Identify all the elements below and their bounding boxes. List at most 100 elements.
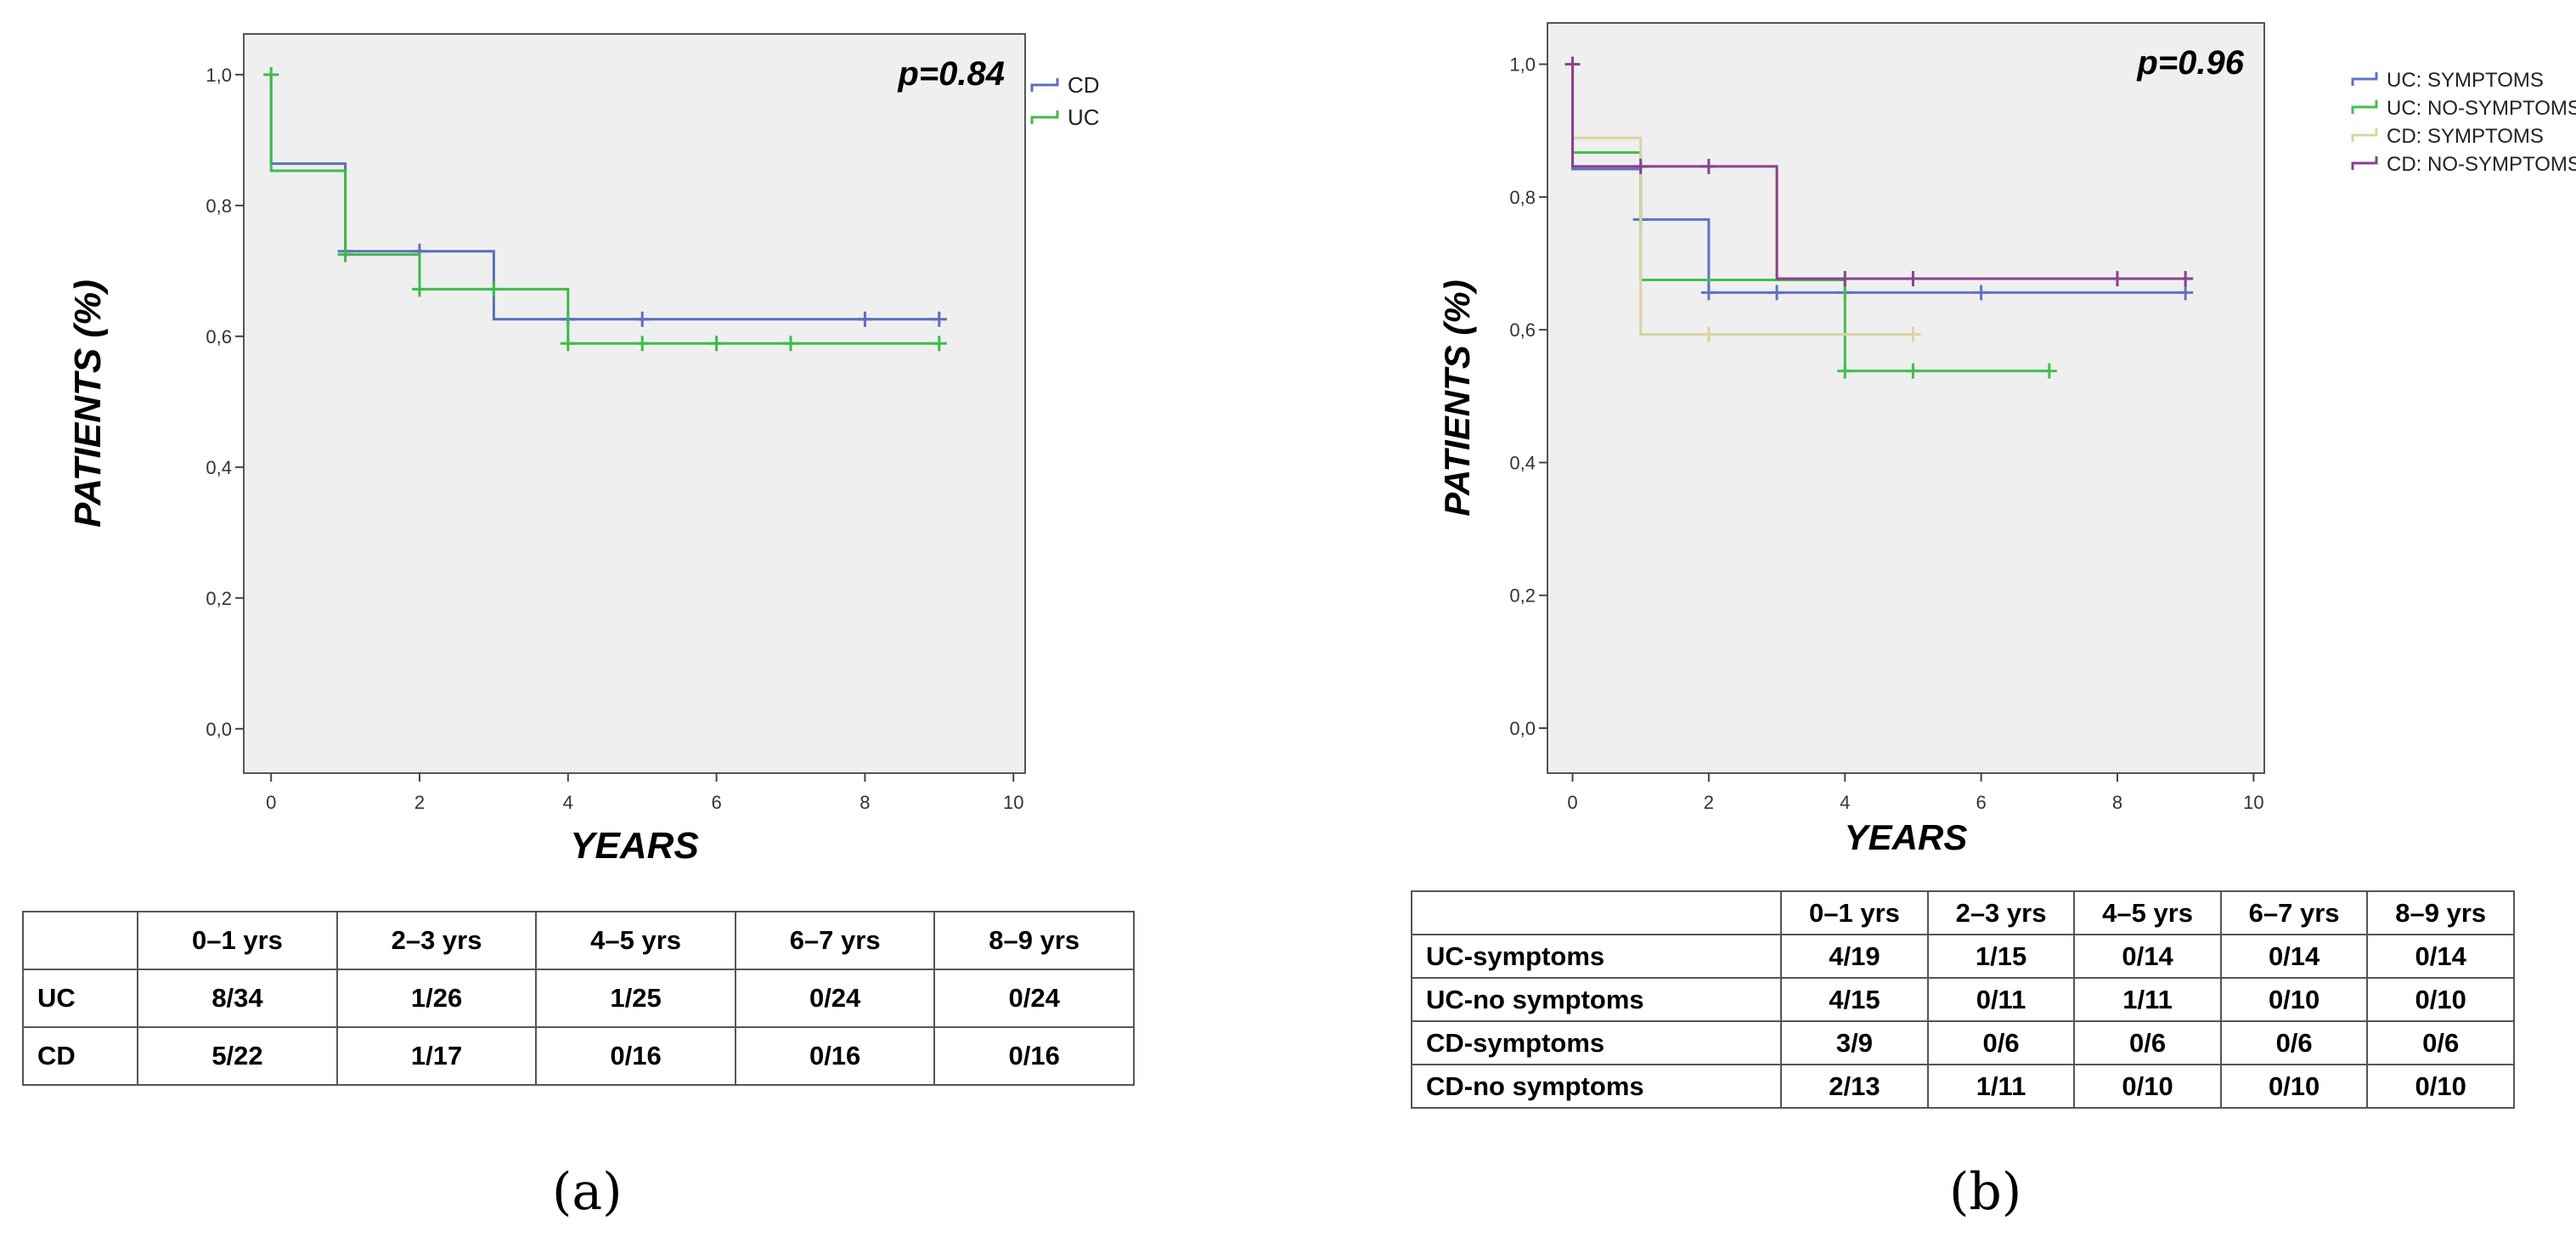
table-cell: 0/24 (734, 969, 936, 1028)
risk-table-a: 0–1 yrs 2–3 yrs 4–5 yrs 6–7 yrs 8–9 yrs UC 8/3… (21, 911, 1135, 1086)
censor-mark (1632, 158, 1649, 174)
column-header: 2–3 yrs (335, 911, 538, 970)
censor-mark (1700, 285, 1716, 301)
censor-mark (1700, 326, 1716, 342)
y-axis-label: PATIENTS (%) (67, 280, 109, 528)
x-tick-label: 8 (2112, 792, 2122, 813)
row-label: UC-no symptoms (1410, 977, 1783, 1022)
table-cell: 0/10 (2219, 977, 2369, 1022)
censor-mark (931, 311, 947, 327)
panel-a: 0,0 0,2 0,4 0,6 0,8 1,0 0 2 4 6 8 10 PATIENTS (%) YEA… (0, 0, 1274, 1254)
y-tick-label: 0,2 (1509, 585, 1536, 607)
table-cell: 0/16 (734, 1026, 936, 1086)
p-value-annotation: p=0.96 (2136, 44, 2244, 82)
censor-mark (1905, 326, 1921, 342)
column-header: 6–7 yrs (734, 911, 936, 970)
censor-mark (2109, 270, 2125, 286)
y-tick-label: 0,8 (206, 195, 232, 217)
table-cell: 0/14 (2219, 934, 2369, 979)
column-header: 0–1 yrs (1780, 890, 1929, 935)
row-label: CD-no symptoms (1410, 1064, 1783, 1109)
table-header-row: 0–1 yrs 2–3 yrs 4–5 yrs 6–7 yrs 8–9 yrs (1410, 890, 2515, 935)
table-cell: 0/6 (2366, 1020, 2515, 1065)
table-row: UC 8/34 1/26 1/25 0/24 0/24 (21, 969, 1135, 1028)
table-cell: 4/19 (1780, 934, 1929, 979)
censor-mark (634, 311, 651, 327)
row-label: CD (21, 1026, 139, 1086)
panel-b: 0,0 0,2 0,4 0,6 0,8 1,0 0 2 4 6 8 10 PATIENTS (%) YEA… (1325, 0, 2576, 1254)
table-cell: 1/11 (1926, 1064, 2076, 1109)
x-tick-label: 10 (1003, 792, 1023, 813)
table-cell: 0/14 (2073, 934, 2222, 979)
row-label: UC-symptoms (1410, 934, 1783, 979)
series-line (269, 74, 939, 345)
x-tick-label: 6 (711, 792, 721, 813)
x-tick-label: 2 (414, 792, 425, 813)
censor-mark (263, 66, 279, 82)
column-header: 8–9 yrs (933, 911, 1135, 970)
x-tick-label: 6 (1976, 792, 1986, 813)
table-cell: 0/11 (1926, 977, 2076, 1022)
y-tick-label: 0,6 (206, 326, 232, 347)
table-row: CD-no symptoms 2/13 1/11 0/10 0/10 0/10 (1410, 1064, 2515, 1109)
column-header: 0–1 yrs (137, 911, 338, 970)
row-label: UC (21, 969, 139, 1028)
panel-label-b: (b) (1949, 1162, 2022, 1222)
legend-label: CD: SYMPTOMS (2387, 125, 2544, 148)
column-header: 2–3 yrs (1926, 890, 2076, 935)
censor-mark (486, 281, 502, 297)
censor-mark (2178, 270, 2194, 286)
x-tick-label: 0 (266, 792, 276, 813)
x-tick-label: 2 (1704, 792, 1714, 813)
censor-mark (1837, 270, 1853, 286)
x-tick-label: 10 (2243, 792, 2263, 813)
table-cell: 0/10 (2073, 1064, 2222, 1109)
table-cell: 0/6 (1926, 1020, 2076, 1065)
censor-mark (2041, 363, 2057, 379)
y-tick-label: 0,4 (206, 457, 232, 478)
legend-label: UC (1068, 104, 1100, 130)
table-cell: 0/16 (535, 1026, 736, 1086)
km-chart-a: 0,0 0,2 0,4 0,6 0,8 1,0 0 2 4 6 8 10 PATIENTS (%) YEA… (67, 33, 1100, 867)
table-row: UC-no symptoms 4/15 0/11 1/11 0/10 0/10 (1410, 977, 2515, 1022)
column-header (21, 911, 139, 970)
censor-mark (337, 246, 353, 263)
table-cell: 0/6 (2219, 1020, 2369, 1065)
censor-mark (1700, 158, 1716, 174)
column-header: 4–5 yrs (535, 911, 736, 970)
censor-mark (1905, 363, 1921, 379)
x-axis-label: YEARS (1845, 817, 1968, 857)
y-tick-label: 0,8 (1509, 187, 1536, 208)
table-row: CD-symptoms 3/9 0/6 0/6 0/6 0/6 (1410, 1020, 2515, 1065)
table-cell: 0/14 (2366, 934, 2515, 979)
legend-swatch (2351, 100, 2378, 114)
plot-area (243, 33, 1026, 774)
legend-label: CD: NO-SYMPTOMS (2387, 153, 2576, 176)
km-chart-b: 0,0 0,2 0,4 0,6 0,8 1,0 0 2 4 6 8 10 PATIENTS (%) YEA… (1437, 22, 2576, 857)
table-row: UC-symptoms 4/19 1/15 0/14 0/14 0/14 (1410, 934, 2515, 979)
table-cell: 2/13 (1780, 1064, 1929, 1109)
table-cell: 5/22 (137, 1026, 338, 1086)
table-cell: 1/11 (2073, 977, 2222, 1022)
censor-mark (1837, 363, 1853, 379)
table-cell: 1/17 (335, 1026, 538, 1086)
y-tick-label: 0,0 (206, 719, 232, 740)
y-tick-label: 1,0 (1509, 54, 1536, 76)
column-header: 4–5 yrs (2073, 890, 2222, 935)
y-axis-label: PATIENTS (%) (1437, 280, 1477, 516)
table-cell: 1/26 (335, 969, 538, 1028)
legend-swatch (1030, 78, 1059, 92)
y-tick-label: 1,0 (206, 65, 232, 86)
x-tick-label: 0 (1567, 792, 1577, 813)
censor-mark (708, 336, 724, 352)
legend-swatch (2351, 128, 2378, 142)
p-value-annotation: p=0.84 (897, 55, 1005, 93)
y-tick-label: 0,0 (1509, 718, 1536, 739)
table-cell: 0/10 (2219, 1064, 2369, 1109)
censor-mark (1905, 270, 1921, 286)
column-header (1410, 890, 1783, 935)
table-cell: 0/6 (2073, 1020, 2222, 1065)
legend-label: CD (1068, 72, 1100, 98)
table-row: CD 5/22 1/17 0/16 0/16 0/16 (21, 1026, 1135, 1086)
table-cell: 8/34 (137, 969, 338, 1028)
